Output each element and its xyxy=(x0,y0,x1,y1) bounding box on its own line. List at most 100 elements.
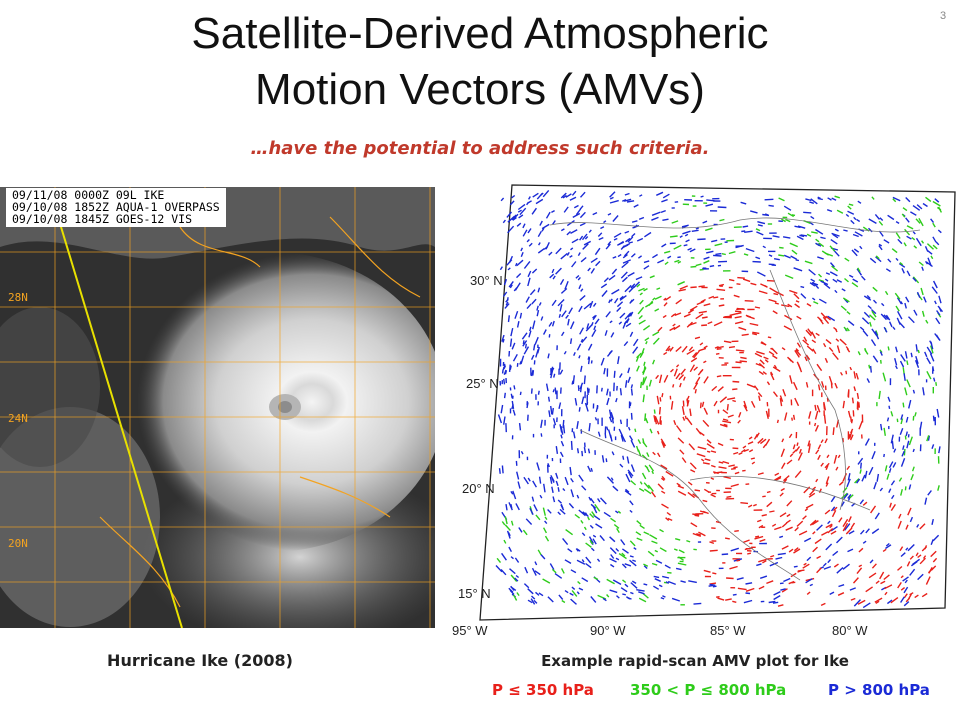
wind-vector xyxy=(738,411,742,418)
wind-vector xyxy=(552,496,556,503)
wind-vector xyxy=(609,320,613,324)
wind-vector xyxy=(722,409,729,415)
wind-vector xyxy=(547,509,552,514)
wind-vector xyxy=(591,511,596,517)
wind-vector xyxy=(873,481,877,490)
wind-vector xyxy=(632,559,637,563)
wind-vector xyxy=(887,258,892,263)
wind-vector xyxy=(733,451,739,455)
wind-vector xyxy=(739,360,747,363)
wind-vector xyxy=(524,566,529,574)
wind-vector xyxy=(627,469,634,477)
wind-vector xyxy=(607,241,612,246)
wind-vector xyxy=(683,244,688,247)
wind-vector xyxy=(538,476,542,484)
wind-vector xyxy=(516,259,524,267)
wind-vector xyxy=(840,305,847,312)
wind-vector xyxy=(836,209,844,214)
wind-vector xyxy=(838,584,845,588)
wind-vector xyxy=(899,546,904,552)
wind-vector xyxy=(770,554,775,558)
wind-vector xyxy=(806,591,811,595)
wind-vector xyxy=(783,205,792,211)
wind-vector xyxy=(737,276,745,279)
wind-vector xyxy=(895,305,900,312)
wind-vector xyxy=(500,404,504,414)
wind-vector xyxy=(656,430,660,435)
wind-vector xyxy=(520,251,524,257)
wind-vector xyxy=(913,309,918,316)
wind-vector xyxy=(847,493,852,499)
wind-vector xyxy=(543,245,549,250)
wind-vector xyxy=(551,268,555,274)
wind-vector xyxy=(548,251,553,256)
wind-vector xyxy=(826,209,833,213)
wind-vector xyxy=(506,530,511,539)
wind-vector xyxy=(905,524,909,530)
wind-vector xyxy=(576,420,579,430)
wind-vector xyxy=(781,438,785,443)
wind-vector xyxy=(560,568,565,574)
wind-vector xyxy=(830,383,833,389)
wind-vector xyxy=(718,466,727,469)
wind-vector xyxy=(928,566,933,574)
wind-vector xyxy=(909,568,916,576)
wind-vector xyxy=(501,521,506,526)
wind-vector xyxy=(523,583,530,589)
wind-vector xyxy=(895,257,899,261)
wind-vector xyxy=(532,370,535,376)
wind-vector xyxy=(870,505,877,514)
wind-vector xyxy=(745,587,755,592)
wind-vector xyxy=(577,580,581,585)
wind-vector xyxy=(636,283,641,288)
wind-vector xyxy=(581,336,588,344)
wind-vector xyxy=(925,576,931,585)
wind-vector xyxy=(645,417,649,424)
wind-vector xyxy=(551,568,557,574)
wind-vector xyxy=(711,239,718,243)
wind-vector xyxy=(805,329,812,337)
wind-vector xyxy=(737,587,747,591)
wind-vector xyxy=(639,292,643,296)
wind-vector xyxy=(657,483,664,490)
wind-vector xyxy=(889,502,892,508)
wind-vector xyxy=(698,285,705,288)
wind-vector xyxy=(708,295,715,300)
wind-vector xyxy=(813,300,819,305)
wind-vector xyxy=(622,198,627,202)
wind-vector xyxy=(623,198,632,202)
wind-vector xyxy=(667,255,672,259)
wind-vector xyxy=(590,467,593,472)
wind-vector xyxy=(773,258,780,261)
wind-vector xyxy=(700,458,705,462)
wind-vector xyxy=(851,249,858,257)
wind-vector xyxy=(621,261,629,269)
wind-vector xyxy=(783,254,791,259)
wind-vector xyxy=(665,296,672,301)
wind-vector xyxy=(657,259,664,264)
wind-vector xyxy=(841,492,848,499)
wind-vector xyxy=(790,572,797,578)
wind-vector xyxy=(688,346,694,352)
wind-vector xyxy=(808,268,816,276)
wind-vector xyxy=(584,236,589,240)
wind-vector xyxy=(641,377,645,386)
wind-vector xyxy=(816,524,823,531)
wind-vector xyxy=(903,242,907,247)
wind-vector xyxy=(900,301,903,305)
wind-vector xyxy=(804,508,809,512)
wind-vector xyxy=(619,419,623,425)
wind-vector xyxy=(608,409,612,418)
wind-vector xyxy=(907,544,915,552)
wind-vector xyxy=(545,211,551,219)
wind-vector xyxy=(601,455,605,463)
wind-vector xyxy=(606,476,615,484)
wind-vector xyxy=(886,417,890,422)
wind-vector xyxy=(506,297,509,301)
wind-vector xyxy=(854,478,860,484)
wind-vector xyxy=(836,566,844,574)
wind-vector xyxy=(860,275,866,281)
wind-vector xyxy=(517,203,526,211)
wind-vector xyxy=(681,224,688,228)
wind-vector xyxy=(932,534,940,542)
